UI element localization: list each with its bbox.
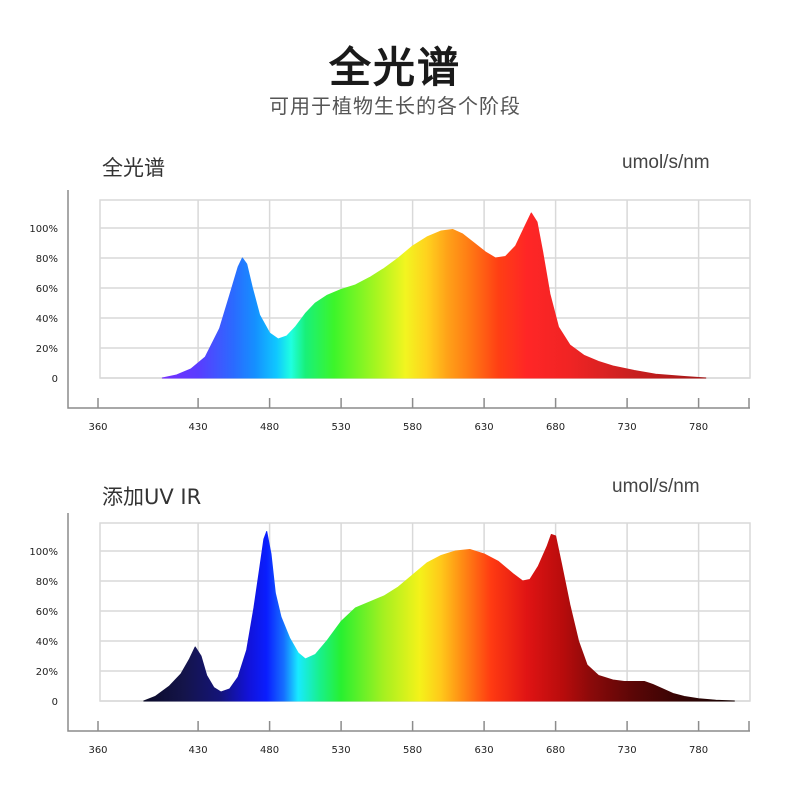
y-tick-label: 0 (52, 374, 58, 385)
x-tick-label: 360 (88, 422, 107, 433)
chart-2-unit: umol/s/nm (612, 476, 700, 497)
y-tick-label: 20% (36, 667, 58, 678)
spectrum-area (161, 212, 707, 379)
x-tick-label: 580 (403, 422, 422, 433)
y-tick-label: 80% (36, 254, 58, 265)
x-tick-label: 780 (689, 422, 708, 433)
y-tick-label: 100% (29, 224, 58, 235)
x-tick-label: 730 (618, 745, 637, 756)
y-tick-label: 100% (29, 547, 58, 558)
x-tick-label: 680 (546, 422, 565, 433)
page-subtitle: 可用于植物生长的各个阶段 (269, 94, 521, 118)
y-tick-label: 0 (52, 697, 58, 708)
x-tick-label: 530 (332, 745, 351, 756)
x-tick-label: 730 (618, 422, 637, 433)
axis-frame (67, 513, 750, 732)
axis-frame (67, 190, 750, 409)
x-tick-label: 780 (689, 745, 708, 756)
x-tick-label: 480 (260, 422, 279, 433)
spectrum-area (143, 531, 735, 702)
x-tick-label: 680 (546, 745, 565, 756)
chart-1-unit: umol/s/nm (622, 152, 710, 173)
y-tick-label: 80% (36, 577, 58, 588)
x-tick-label: 360 (88, 745, 107, 756)
spectrum-chart-uv-ir: 0 20% 40% 60% 80% 100% 360 430 480 530 580 630 680 73… (29, 513, 751, 756)
y-tick-label: 20% (36, 344, 58, 355)
x-tick-label: 430 (189, 745, 208, 756)
y-tick-label: 40% (36, 314, 58, 325)
x-tick-label: 630 (475, 422, 494, 433)
spectrum-chart-full: 0 20% 40% 60% 80% 100% 360 430 480 530 580 630 680 73… (29, 190, 751, 433)
x-tick-label: 480 (260, 745, 279, 756)
y-tick-label: 60% (36, 284, 58, 295)
x-tick-label: 580 (403, 745, 422, 756)
chart-1-title: 全光谱 (102, 156, 165, 180)
chart-2-title: 添加UV IR (102, 485, 202, 509)
page-title: 全光谱 (328, 43, 461, 92)
x-tick-label: 430 (189, 422, 208, 433)
y-tick-label: 40% (36, 637, 58, 648)
x-tick-label: 630 (475, 745, 494, 756)
x-tick-label: 530 (332, 422, 351, 433)
y-tick-label: 60% (36, 607, 58, 618)
